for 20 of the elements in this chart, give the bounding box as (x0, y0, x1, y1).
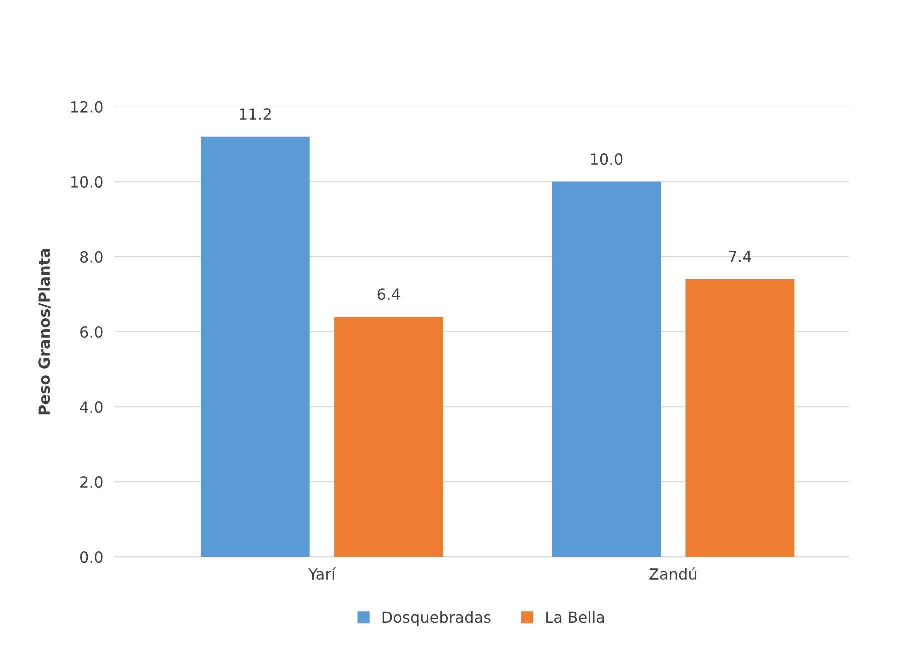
y-tick-label: 4.0 (80, 401, 103, 414)
legend-label: La Bella (546, 611, 604, 624)
y-tick-label: 0.0 (80, 552, 103, 564)
x-tick-label: Zandú (650, 568, 696, 580)
data-label: 6.4 (378, 288, 400, 300)
bar (686, 279, 795, 558)
data-label: 10.0 (591, 154, 623, 166)
data-label: 11.2 (240, 108, 271, 120)
data-label: 7.4 (729, 251, 752, 262)
bar (200, 136, 310, 558)
y-tick-label: 8.0 (80, 251, 103, 263)
y-axis-title: Peso Granos/Planta (38, 249, 52, 415)
y-tick-label: 10.0 (71, 176, 103, 188)
legend-label: Dosquebradas (382, 611, 491, 626)
y-tick-label: 6.0 (80, 326, 103, 338)
x-tick-label: Yarí (308, 568, 336, 580)
bar (334, 316, 444, 558)
bar (552, 182, 662, 558)
y-tick-label: 2.0 (80, 476, 103, 488)
y-tick-label: 12.0 (71, 101, 103, 113)
